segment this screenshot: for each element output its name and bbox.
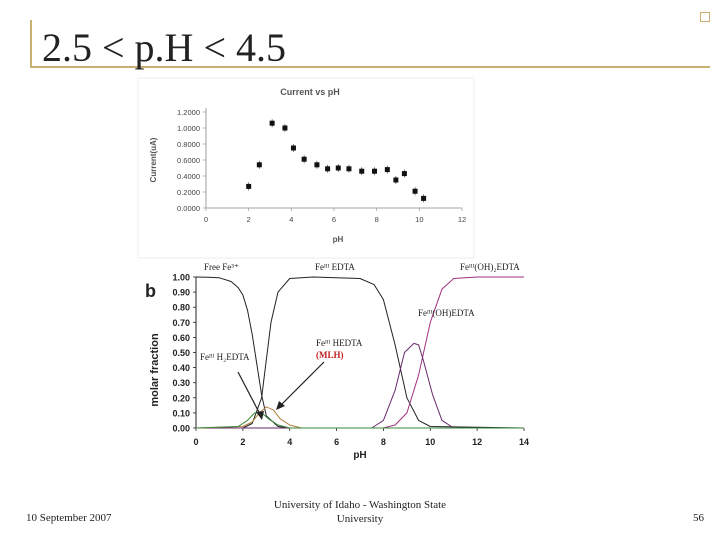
annotation-fe-oh2-edta: Feᴵᴵᴵ(OH)₂EDTA <box>460 262 520 272</box>
top-chart-title: Current vs pH <box>280 87 340 97</box>
data-point <box>335 165 341 171</box>
annotation-fe-edta: Feᴵᴵᴵ EDTA <box>315 262 355 272</box>
bottom-x-tick-label: 4 <box>287 437 292 447</box>
current-vs-ph-chart: Current vs pH 0.00000.20000.40000.60000.… <box>137 77 475 259</box>
data-point <box>269 120 275 126</box>
title-rule-horizontal <box>30 66 710 68</box>
data-point <box>412 188 418 194</box>
page-number: 56 <box>693 512 704 524</box>
data-point <box>401 171 407 177</box>
data-point <box>314 162 320 168</box>
bottom-chart-x-label: pH <box>353 450 366 461</box>
top-x-tick-label: 2 <box>247 215 251 224</box>
data-point <box>246 183 252 189</box>
top-x-tick-label: 10 <box>415 215 423 224</box>
top-y-tick-label: 1.0000 <box>177 124 200 133</box>
top-chart-x-ticks: 0 2 4 6 8 10 12 <box>204 208 466 224</box>
bottom-x-tick-label: 0 <box>193 437 198 447</box>
top-chart-y-label: Current(uA) <box>149 137 158 182</box>
top-y-tick-label: 0.6000 <box>177 156 200 165</box>
top-y-tick-label: 0.0000 <box>177 204 200 213</box>
top-chart-frame <box>137 77 475 259</box>
species-curve-4 <box>195 406 524 429</box>
bottom-chart-series <box>195 276 525 429</box>
data-point <box>256 162 262 168</box>
species-curve-2 <box>196 276 524 429</box>
bottom-x-tick-label: 6 <box>334 437 339 447</box>
data-point <box>301 156 307 162</box>
data-point <box>384 167 390 173</box>
bottom-y-tick-label: 0.90 <box>172 288 190 298</box>
annotation-fe-hedta: Feᴵᴵᴵ HEDTA <box>316 338 363 348</box>
footer-institution-line-2: University <box>336 513 384 525</box>
species-curve-0 <box>195 276 524 429</box>
top-x-tick-label: 4 <box>289 215 293 224</box>
bottom-y-tick-label: 1.00 <box>172 273 190 283</box>
top-y-tick-label: 0.8000 <box>177 140 200 149</box>
top-chart-points <box>246 119 427 203</box>
footer-date: 10 September 2007 <box>26 512 112 524</box>
arrow-fe-h2-edta <box>237 371 263 419</box>
bottom-x-tick-label: 12 <box>472 437 482 447</box>
top-y-tick-label: 0.2000 <box>177 188 200 197</box>
annotation-fe-h2-edta: Feᴵᴵᴵ H₂EDTA <box>200 352 250 362</box>
data-point <box>282 125 288 131</box>
top-y-tick-label: 1.2000 <box>177 108 200 117</box>
bottom-y-tick-label: 0.00 <box>172 424 190 434</box>
footer-institution-line-1: University of Idaho - Washington State <box>273 499 447 511</box>
bottom-y-tick-label: 0.50 <box>172 348 190 358</box>
bottom-x-tick-label: 14 <box>519 437 529 447</box>
data-point <box>359 168 365 174</box>
bottom-chart-y-label: molar fraction <box>149 333 161 407</box>
top-x-tick-label: 12 <box>458 215 466 224</box>
arrowhead-fe-h2-edta <box>256 411 264 420</box>
bottom-x-tick-label: 8 <box>381 437 386 447</box>
title-rule-vertical <box>30 20 32 68</box>
bottom-x-tick-label: 10 <box>425 437 435 447</box>
data-point <box>421 195 427 201</box>
top-chart-x-label: pH <box>333 235 344 244</box>
top-y-tick-label: 0.4000 <box>177 172 200 181</box>
arrowhead-fe-hedta <box>276 401 285 410</box>
data-point <box>325 166 331 172</box>
top-x-tick-label: 0 <box>204 215 208 224</box>
slide-title: 2.5 < p.H < 4.5 <box>42 25 287 70</box>
bottom-chart-y-ticks: 0.00 0.10 0.20 0.30 0.40 0.50 0.60 0.70 0.80 0.90… <box>172 273 196 434</box>
annotation-mlh: (MLH) <box>316 350 344 360</box>
footer-institution: University of Idaho - Washington State U… <box>250 498 470 526</box>
bottom-y-tick-label: 0.30 <box>172 378 190 388</box>
species-curve-1 <box>196 276 525 429</box>
annotation-fe-oh-edta: Feᴵᴵᴵ(OH)EDTA <box>418 308 475 318</box>
bottom-y-tick-label: 0.10 <box>172 408 190 418</box>
bottom-y-tick-label: 0.80 <box>172 303 190 313</box>
species-curve-3 <box>196 342 524 429</box>
annotation-free-fe: Free Fe³⁺ <box>204 262 239 272</box>
bottom-y-tick-label: 0.70 <box>172 318 190 328</box>
bottom-chart-x-ticks: 0 2 4 6 8 10 12 14 <box>193 428 529 447</box>
data-point <box>290 145 296 151</box>
data-point <box>346 166 352 172</box>
data-point <box>393 177 399 183</box>
bottom-y-tick-label: 0.60 <box>172 333 190 343</box>
molar-fraction-chart: b 0.000.100.200.300.400.500.600.700.800.… <box>145 262 529 461</box>
top-x-tick-label: 6 <box>332 215 336 224</box>
top-chart-y-ticks: 0.0000 0.2000 0.4000 0.6000 0.8000 1.0000 1.20… <box>177 108 206 213</box>
top-x-tick-label: 8 <box>375 215 379 224</box>
bottom-x-tick-label: 2 <box>240 437 245 447</box>
bottom-y-tick-label: 0.40 <box>172 363 190 373</box>
bottom-y-tick-label: 0.20 <box>172 393 190 403</box>
data-point <box>372 168 378 174</box>
panel-label-b: b <box>145 281 156 301</box>
corner-square-decoration <box>700 12 710 22</box>
arrow-fe-hedta <box>277 361 325 409</box>
